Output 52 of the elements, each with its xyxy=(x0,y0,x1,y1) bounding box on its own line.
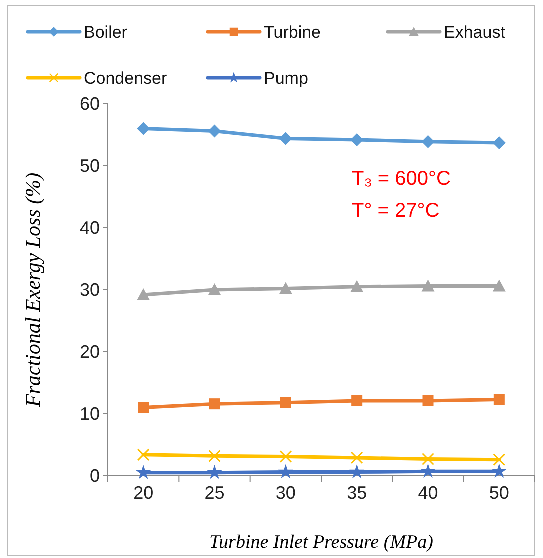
y-tick-label: 60 xyxy=(80,94,100,114)
point xyxy=(494,394,505,406)
x-tick-label: 20 xyxy=(134,482,154,503)
point xyxy=(422,135,435,148)
point xyxy=(350,464,365,479)
point xyxy=(422,453,434,466)
legend-label: Turbine xyxy=(264,23,322,42)
x-tick-label: 50 xyxy=(489,482,510,503)
point xyxy=(422,280,435,292)
point xyxy=(350,452,364,464)
y-tick-label: 10 xyxy=(80,404,100,424)
point xyxy=(209,398,220,410)
point xyxy=(208,284,222,296)
point xyxy=(137,448,150,462)
point xyxy=(208,450,221,462)
x-tick-label: 35 xyxy=(347,482,368,503)
point xyxy=(138,402,150,414)
point xyxy=(493,454,506,466)
legend-label: Pump xyxy=(264,69,308,88)
annotation: T₃ = 600°C xyxy=(352,168,451,190)
point xyxy=(350,280,364,292)
point xyxy=(278,464,294,479)
point xyxy=(137,122,150,136)
point xyxy=(492,136,506,150)
point xyxy=(280,397,292,408)
legend-label: Condenser xyxy=(84,69,168,88)
x-tick-label: 40 xyxy=(418,482,438,503)
point xyxy=(422,395,434,406)
y-tick-label: 30 xyxy=(80,280,100,300)
y-tick-label: 20 xyxy=(80,342,100,362)
point xyxy=(492,280,506,292)
point xyxy=(352,395,363,406)
point xyxy=(208,124,222,138)
legend-label: Boiler xyxy=(84,23,128,42)
y-axis-title: Fractional Exergy Loss (%) xyxy=(21,172,45,408)
point xyxy=(207,465,222,480)
point xyxy=(492,464,507,478)
legend-label: Exhaust xyxy=(444,23,506,42)
point xyxy=(280,450,292,464)
point xyxy=(279,132,292,146)
point xyxy=(137,288,150,300)
point xyxy=(279,282,292,294)
x-tick-label: 25 xyxy=(204,482,225,503)
point xyxy=(350,133,364,146)
y-tick-label: 0 xyxy=(90,466,100,486)
point xyxy=(420,464,436,478)
y-tick-label: 50 xyxy=(80,156,100,176)
y-tick-label: 40 xyxy=(80,218,100,238)
x-axis-title: Turbine Inlet Pressure (MPa) xyxy=(210,532,434,553)
point xyxy=(136,465,152,480)
x-tick-label: 30 xyxy=(276,482,296,503)
annotation: T° = 27°C xyxy=(352,200,440,222)
